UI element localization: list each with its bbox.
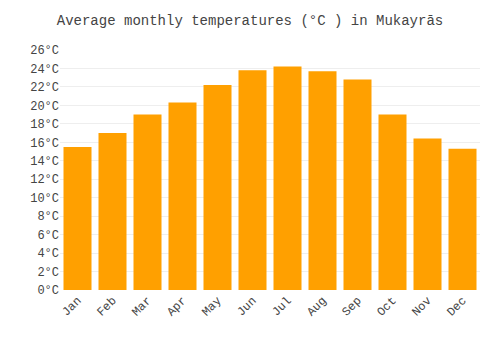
svg-text:2°C: 2°C <box>37 266 59 280</box>
svg-text:14°C: 14°C <box>30 155 59 169</box>
svg-text:18°C: 18°C <box>30 118 59 132</box>
svg-text:Sep: Sep <box>339 294 364 319</box>
svg-text:26°C: 26°C <box>30 44 59 58</box>
svg-text:Dec: Dec <box>444 294 469 319</box>
svg-text:Nov: Nov <box>409 294 434 319</box>
svg-text:Jan: Jan <box>59 294 84 319</box>
svg-text:10°C: 10°C <box>30 192 59 206</box>
svg-text:Oct: Oct <box>374 294 399 319</box>
svg-text:20°C: 20°C <box>30 100 59 114</box>
svg-text:16°C: 16°C <box>30 137 59 151</box>
svg-text:Mar: Mar <box>129 294 154 319</box>
svg-text:Jul: Jul <box>269 294 294 319</box>
svg-text:12°C: 12°C <box>30 173 59 187</box>
svg-text:6°C: 6°C <box>37 229 59 243</box>
svg-text:8°C: 8°C <box>37 210 59 224</box>
svg-text:Aug: Aug <box>304 294 329 319</box>
svg-text:22°C: 22°C <box>30 81 59 95</box>
svg-text:24°C: 24°C <box>30 63 59 77</box>
svg-text:Apr: Apr <box>164 294 189 319</box>
svg-text:Jun: Jun <box>234 294 259 319</box>
svg-text:May: May <box>199 294 224 319</box>
svg-text:0°C: 0°C <box>37 284 59 298</box>
svg-text:Average monthly temperatures (: Average monthly temperatures (°C ) in Mu… <box>57 13 443 29</box>
svg-text:4°C: 4°C <box>37 247 59 261</box>
svg-text:Feb: Feb <box>94 294 119 319</box>
